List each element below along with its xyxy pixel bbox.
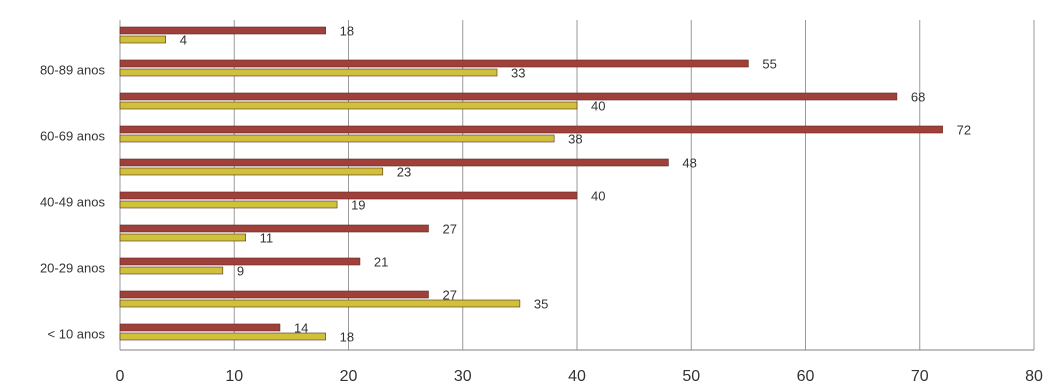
data-label-series-1: 33 bbox=[511, 66, 525, 81]
bars bbox=[119, 26, 943, 341]
x-tick-label: 40 bbox=[568, 368, 586, 385]
data-label-series-2: 40 bbox=[591, 189, 605, 204]
data-label-series-1: 18 bbox=[340, 330, 354, 345]
bar-series-1 bbox=[119, 35, 167, 44]
data-label-series-2: 55 bbox=[762, 57, 776, 72]
bar-series-1 bbox=[119, 101, 578, 110]
bar-series-1 bbox=[119, 233, 246, 242]
x-tick-label: 80 bbox=[1025, 368, 1043, 385]
data-label-series-2: 27 bbox=[442, 288, 456, 303]
data-label-series-1: 11 bbox=[260, 231, 274, 246]
data-label-series-2: 21 bbox=[374, 255, 388, 270]
bar-series-2 bbox=[119, 290, 429, 299]
data-label-series-2: 68 bbox=[911, 90, 925, 105]
bar-series-1 bbox=[119, 299, 521, 308]
x-tick-label: 30 bbox=[454, 368, 472, 385]
x-axis-ticks: 0 10 20 30 40 50 60 70 80 bbox=[116, 368, 1043, 385]
x-tick-label: 50 bbox=[682, 368, 700, 385]
bar-series-2 bbox=[119, 158, 669, 167]
bar-series-1 bbox=[119, 266, 224, 275]
bar-series-2 bbox=[119, 59, 749, 68]
data-label-series-2: 27 bbox=[442, 222, 456, 237]
x-tick-label: 70 bbox=[911, 368, 929, 385]
x-tick-label: 60 bbox=[797, 368, 815, 385]
category-label: 80-89 anos bbox=[40, 63, 106, 78]
data-label-series-2: 48 bbox=[682, 156, 696, 171]
data-label-series-2: 72 bbox=[957, 123, 971, 138]
category-label: 60-69 anos bbox=[40, 129, 106, 144]
bar-series-2 bbox=[119, 257, 361, 266]
data-label-series-1: 23 bbox=[397, 165, 411, 180]
bar-series-2 bbox=[119, 125, 943, 134]
data-label-series-1: 19 bbox=[351, 198, 365, 213]
bar-series-1 bbox=[119, 332, 326, 341]
data-label-series-1: 38 bbox=[568, 132, 582, 147]
bar-series-2 bbox=[119, 323, 281, 332]
x-tick-label: 10 bbox=[225, 368, 243, 385]
data-label-series-1: 4 bbox=[180, 33, 187, 48]
data-label-series-1: 9 bbox=[237, 264, 244, 279]
bar-series-2 bbox=[119, 224, 429, 233]
bar-series-1 bbox=[119, 167, 384, 176]
data-label-series-2: 14 bbox=[294, 321, 308, 336]
category-label: 40-49 anos bbox=[40, 195, 106, 210]
category-labels: < 10 anos 20-29 anos 40-49 anos 60-69 anos 8… bbox=[40, 63, 106, 342]
x-tick-label: 0 bbox=[116, 368, 125, 385]
bar-series-2 bbox=[119, 92, 898, 101]
data-label-series-1: 40 bbox=[591, 99, 605, 114]
data-label-series-1: 35 bbox=[534, 297, 548, 312]
bar-series-2 bbox=[119, 191, 578, 200]
category-label: < 10 anos bbox=[48, 327, 106, 342]
data-labels: 18 35 9 11 19 23 38 40 33 4 14 27 21 27 40 48 72 68 55 18 bbox=[180, 24, 971, 345]
bar-series-1 bbox=[119, 68, 498, 77]
data-label-series-2: 18 bbox=[340, 24, 354, 39]
bar-series-1 bbox=[119, 200, 338, 209]
bar-series-1 bbox=[119, 134, 555, 143]
bar-series-2 bbox=[119, 26, 326, 35]
x-tick-label: 20 bbox=[340, 368, 358, 385]
category-label: 20-29 anos bbox=[40, 261, 106, 276]
